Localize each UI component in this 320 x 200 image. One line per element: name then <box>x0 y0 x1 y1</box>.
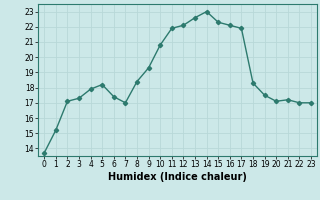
X-axis label: Humidex (Indice chaleur): Humidex (Indice chaleur) <box>108 172 247 182</box>
